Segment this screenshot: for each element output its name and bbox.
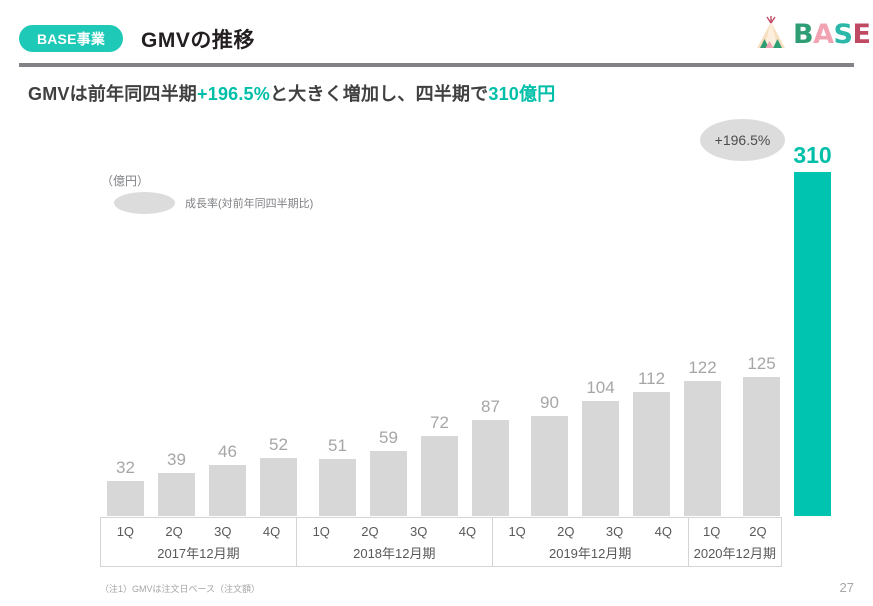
chart-bar [582, 401, 619, 516]
chart-bar-slot: 122 [677, 150, 728, 516]
bar-chart-plot-area: 32 39 46 52 51 59 72 87 90 104 112 122 125 310 [100, 142, 832, 516]
header-divider [19, 63, 854, 67]
subtitle-amount-highlight: 310億円 [488, 84, 556, 104]
chart-bar-slot: 51 [312, 150, 363, 516]
legend-ellipse-swatch [114, 192, 175, 214]
axis-period-label: 2020年12月期 [693, 546, 776, 561]
chart-bar-value-label: 32 [116, 458, 135, 477]
chart-bar-value-label: 122 [688, 358, 717, 377]
axis-quarter-label: 2Q [749, 524, 767, 539]
axis-quarter-label: 4Q [262, 524, 281, 539]
subtitle-part-1: GMVは前年同四半期 [28, 84, 198, 104]
axis-quarter-row: 1Q 2Q 3Q 4Q [297, 518, 492, 544]
slide-subtitle: GMVは前年同四半期+196.5%と大きく増加し、四半期で310億円 [28, 80, 555, 106]
axis-quarter-label: 3Q [410, 524, 428, 539]
chart-bar-slot: 90 [524, 150, 575, 516]
footnote: （注1）GMVは注文日ベース（注文額） [100, 584, 261, 594]
axis-quarter-label: 1Q [116, 524, 135, 539]
chart-bar-slot: 39 [151, 150, 202, 516]
axis-group: 1Q 2Q 2020年12月期 [687, 517, 782, 567]
logo-letter-a: A [813, 19, 834, 50]
chart-bar-slot: 125 [736, 150, 787, 516]
axis-period-label: 2019年12月期 [548, 546, 632, 561]
chart-bar [633, 392, 670, 516]
chart-bar-slot: 87 [465, 150, 516, 516]
axis-quarter-label: 1Q [703, 524, 721, 539]
chart-bar-slot: 104 [575, 150, 626, 516]
axis-quarter-label: 3Q [214, 524, 232, 539]
axis-quarter-row: 1Q 2Q [689, 518, 781, 544]
chart-bar-value-label: 39 [167, 450, 186, 469]
chart-bar-value-label: 125 [747, 354, 776, 373]
axis-quarter-row: 1Q 2Q 3Q 4Q [493, 518, 688, 544]
subtitle-part-2: と大きく増加し、四半期で [269, 84, 489, 104]
chart-bar-value-label: 72 [430, 413, 449, 432]
chart-bar-value-label: 59 [379, 428, 398, 447]
chart-bar [370, 451, 407, 516]
page-title: GMVの推移 [141, 29, 255, 52]
logo-letter-s: S [833, 19, 853, 50]
axis-quarter-label: 4Q [458, 524, 477, 539]
axis-period-label: 2017年12月期 [157, 546, 240, 561]
chart-bar [743, 377, 780, 516]
base-logo: BASE [751, 16, 871, 54]
axis-quarter-label: 1Q [508, 524, 526, 539]
axis-quarter-label: 1Q [312, 524, 330, 539]
axis-period-label: 2018年12月期 [353, 546, 436, 561]
chart-bar [260, 458, 297, 516]
chart-bar [794, 172, 831, 516]
chart-bar-slot: 310 [787, 142, 838, 516]
chart-bar [107, 481, 144, 516]
chart-bar [684, 381, 721, 516]
chart-bar [531, 416, 568, 516]
page-number: 27 [839, 580, 854, 595]
chart-x-axis: 1Q 2Q 3Q 4Q 2017年12月期 1Q 2Q 3Q 4Q 2018年12月期 1Q 2Q 3Q… [100, 517, 782, 567]
base-wordmark: BASE [793, 19, 871, 50]
logo-letter-b: B [793, 19, 814, 50]
axis-quarter-label: 2Q [361, 524, 379, 539]
chart-bar-value-label: 52 [269, 435, 288, 454]
chart-bar-slot: 72 [414, 150, 465, 516]
chart-legend: 成長率(対前年同四半期比) [114, 192, 313, 214]
logo-letter-e: E [852, 19, 871, 50]
subtitle-growth-highlight: +196.5% [197, 84, 270, 104]
chart-bar-slot: 59 [363, 150, 414, 516]
chart-bar [319, 459, 356, 516]
chart-bar-value-label: 310 [793, 142, 832, 168]
chart-bar-value-label: 46 [218, 442, 237, 461]
chart-unit-label: （億円） [101, 174, 150, 188]
chart-bar [421, 436, 458, 516]
chart-bar-value-label: 112 [637, 369, 666, 388]
axis-quarter-label: 2Q [165, 524, 183, 539]
business-segment-badge: BASE事業 [19, 25, 123, 52]
slide-header: BASE事業 GMVの推移 BASE [0, 0, 873, 67]
tent-icon [757, 16, 785, 48]
chart-bar-slot: 46 [202, 150, 253, 516]
chart-bar [158, 473, 195, 516]
axis-group: 1Q 2Q 3Q 4Q 2017年12月期 [100, 517, 296, 567]
chart-bar [209, 465, 246, 516]
chart-bar-value-label: 87 [481, 397, 500, 416]
growth-rate-bubble: +196.5% [700, 119, 785, 161]
axis-quarter-label: 2Q [557, 524, 575, 539]
legend-growth-label: 成長率(対前年同四半期比) [185, 198, 314, 210]
axis-group: 1Q 2Q 3Q 4Q 2019年12月期 [491, 517, 688, 567]
chart-bar-value-label: 51 [328, 436, 347, 455]
chart-bar-value-label: 90 [540, 393, 559, 412]
axis-group: 1Q 2Q 3Q 4Q 2018年12月期 [295, 517, 492, 567]
axis-quarter-row: 1Q 2Q 3Q 4Q [101, 518, 296, 544]
chart-bar-value-label: 104 [586, 378, 615, 397]
chart-bar-slot: 32 [100, 150, 151, 516]
axis-quarter-label: 4Q [654, 524, 672, 539]
chart-bar [472, 420, 509, 516]
chart-bar-slot: 52 [253, 150, 304, 516]
axis-quarter-label: 3Q [605, 524, 624, 539]
chart-bar-slot: 112 [626, 150, 677, 516]
